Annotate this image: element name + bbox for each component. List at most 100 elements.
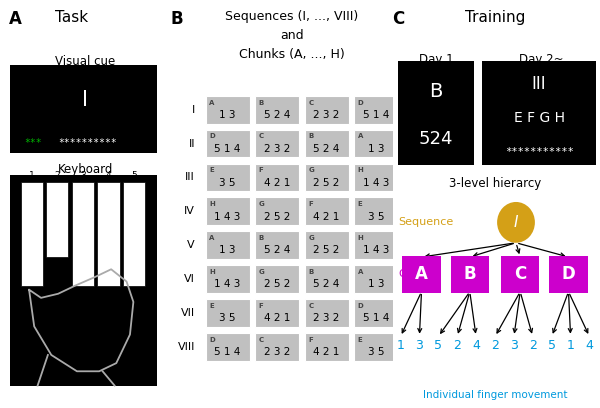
FancyBboxPatch shape	[20, 182, 43, 286]
Text: 4 2 1: 4 2 1	[264, 313, 290, 323]
FancyBboxPatch shape	[305, 333, 349, 361]
FancyBboxPatch shape	[206, 333, 250, 361]
Text: G: G	[308, 167, 314, 173]
Text: 4: 4	[472, 339, 480, 352]
FancyBboxPatch shape	[206, 299, 250, 327]
Text: H: H	[209, 269, 215, 275]
FancyBboxPatch shape	[305, 164, 349, 191]
Text: D: D	[358, 100, 364, 106]
Text: 4 2 1: 4 2 1	[313, 211, 340, 222]
FancyBboxPatch shape	[255, 299, 299, 327]
FancyBboxPatch shape	[482, 61, 596, 165]
FancyBboxPatch shape	[550, 256, 587, 293]
Text: H: H	[209, 201, 215, 207]
FancyBboxPatch shape	[354, 333, 398, 361]
Text: 3 5: 3 5	[368, 347, 385, 357]
FancyBboxPatch shape	[206, 231, 250, 259]
Text: I: I	[192, 105, 195, 115]
Text: 2: 2	[453, 339, 461, 352]
Text: H: H	[358, 167, 364, 173]
Text: H: H	[358, 235, 364, 241]
Text: D: D	[562, 265, 575, 284]
Text: E: E	[358, 201, 362, 207]
Text: F: F	[259, 167, 263, 173]
Text: E F G H: E F G H	[514, 111, 565, 125]
FancyBboxPatch shape	[206, 164, 250, 191]
Text: VII: VII	[181, 308, 195, 318]
FancyBboxPatch shape	[354, 96, 398, 124]
Text: 2: 2	[55, 171, 60, 180]
FancyBboxPatch shape	[354, 299, 398, 327]
Text: Task: Task	[55, 10, 88, 25]
Text: 5: 5	[548, 339, 556, 352]
Text: VIII: VIII	[178, 342, 195, 352]
Text: ***********: ***********	[505, 147, 574, 157]
Text: C: C	[259, 133, 264, 140]
Text: A: A	[358, 269, 363, 275]
Text: F: F	[308, 337, 313, 343]
Text: E: E	[358, 337, 362, 343]
Text: Visual cue: Visual cue	[55, 55, 116, 68]
Text: 5 1 4: 5 1 4	[363, 110, 389, 120]
Text: B: B	[308, 133, 313, 140]
Text: Sequences (I, ..., VIII)
and
Chunks (A, ..., H): Sequences (I, ..., VIII) and Chunks (A, …	[225, 10, 358, 61]
Text: Day 2~: Day 2~	[519, 53, 563, 66]
Text: 5: 5	[131, 171, 137, 180]
Text: 4 2 1: 4 2 1	[264, 177, 290, 188]
FancyBboxPatch shape	[398, 61, 474, 165]
FancyBboxPatch shape	[255, 164, 299, 191]
Text: B: B	[463, 265, 476, 284]
Text: A: A	[209, 235, 215, 241]
Text: C: C	[308, 303, 313, 309]
Text: B: B	[308, 269, 313, 275]
Text: 3 5: 3 5	[368, 211, 385, 222]
FancyBboxPatch shape	[206, 130, 250, 157]
Text: B: B	[259, 235, 264, 241]
FancyBboxPatch shape	[305, 96, 349, 124]
Text: B: B	[430, 82, 443, 101]
Text: 1 4 3: 1 4 3	[214, 279, 241, 289]
FancyBboxPatch shape	[403, 256, 440, 293]
Text: D: D	[209, 133, 215, 140]
Text: 2: 2	[529, 339, 537, 352]
FancyBboxPatch shape	[305, 231, 349, 259]
Text: III: III	[532, 75, 547, 93]
Text: A: A	[209, 100, 215, 106]
Text: 4 2 1: 4 2 1	[313, 347, 340, 357]
Text: 1 3: 1 3	[220, 110, 236, 120]
FancyBboxPatch shape	[206, 265, 250, 293]
FancyBboxPatch shape	[206, 96, 250, 124]
Text: D: D	[209, 337, 215, 343]
FancyBboxPatch shape	[10, 65, 157, 153]
Text: 1: 1	[397, 339, 404, 352]
Text: VI: VI	[184, 274, 195, 284]
Text: 2 5 2: 2 5 2	[313, 177, 340, 188]
FancyBboxPatch shape	[255, 130, 299, 157]
FancyBboxPatch shape	[255, 231, 299, 259]
Text: B: B	[170, 10, 183, 28]
Text: **********: **********	[58, 138, 117, 148]
FancyBboxPatch shape	[305, 265, 349, 293]
Text: A: A	[358, 133, 363, 140]
Text: 3: 3	[510, 339, 518, 352]
Text: 2 5 2: 2 5 2	[264, 279, 290, 289]
Text: 1: 1	[566, 339, 575, 352]
FancyBboxPatch shape	[123, 182, 145, 286]
Text: 5 1 4: 5 1 4	[214, 347, 241, 357]
Text: I: I	[514, 215, 518, 230]
Text: G: G	[259, 269, 265, 275]
Text: 2 3 2: 2 3 2	[264, 144, 290, 154]
FancyBboxPatch shape	[501, 256, 539, 293]
Text: 2 5 2: 2 5 2	[313, 245, 340, 255]
Text: 1: 1	[29, 171, 35, 180]
Text: 1 3: 1 3	[368, 279, 385, 289]
FancyBboxPatch shape	[305, 299, 349, 327]
Text: 5 1 4: 5 1 4	[214, 144, 241, 154]
FancyBboxPatch shape	[10, 175, 157, 386]
Text: III: III	[185, 173, 195, 182]
Text: Training: Training	[465, 10, 525, 25]
Text: C: C	[514, 265, 526, 284]
FancyBboxPatch shape	[255, 96, 299, 124]
Text: 5 2 4: 5 2 4	[313, 144, 340, 154]
FancyBboxPatch shape	[255, 333, 299, 361]
